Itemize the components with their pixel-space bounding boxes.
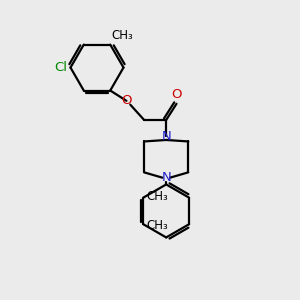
Text: Cl: Cl [55,61,68,74]
Text: O: O [121,94,132,107]
Text: CH₃: CH₃ [146,219,168,232]
Text: N: N [161,130,171,142]
Text: CH₃: CH₃ [146,190,168,203]
Text: N: N [161,171,171,184]
Text: CH₃: CH₃ [112,29,134,42]
Text: O: O [171,88,182,101]
